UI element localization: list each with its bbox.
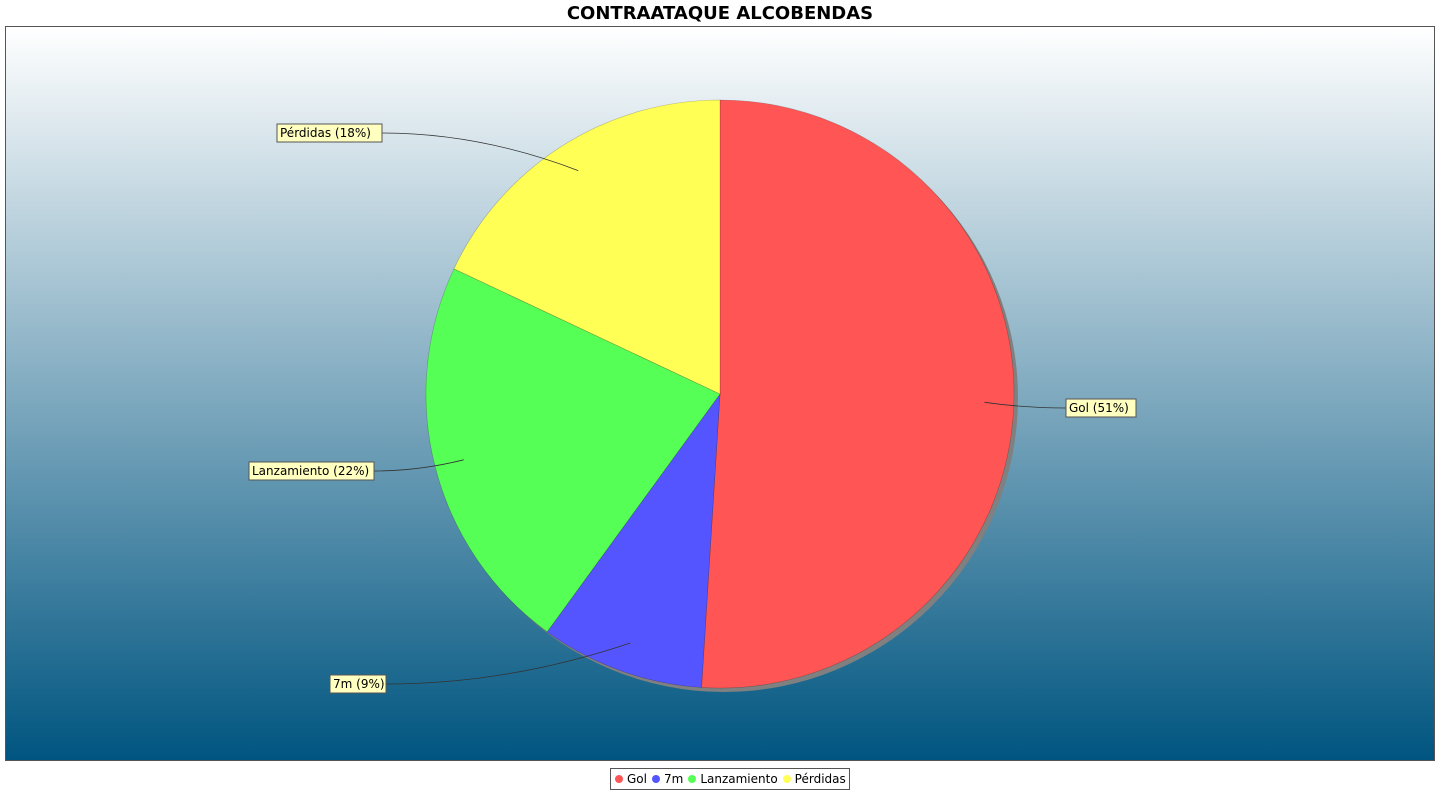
legend-item: Gol <box>615 772 647 786</box>
legend-label: Pérdidas <box>794 772 846 786</box>
legend-swatch-icon <box>651 775 660 783</box>
pie-slices <box>425 99 1018 692</box>
pie-label-box <box>276 123 383 143</box>
legend-item: Lanzamiento <box>688 772 778 786</box>
pie-label-leader-line <box>984 401 1067 409</box>
legend-swatch-icon <box>782 775 791 783</box>
pie-label-leader-line <box>381 132 579 171</box>
pie-label-text: Lanzamiento (22%) <box>252 464 369 478</box>
chart-title: CONTRAATAQUE ALCOBENDAS <box>566 3 874 24</box>
pie-label-text: Gol (51%) <box>1069 401 1129 415</box>
pie-slice-7m <box>546 392 721 688</box>
legend-label: Gol <box>627 772 647 786</box>
pie-label-box <box>248 461 375 481</box>
legend-label: Lanzamiento <box>700 772 778 786</box>
pie-slice-p-rdidas <box>453 99 721 395</box>
pie-labels: Gol (51%) 7m (9%) Lanzamiento (22%) Pérdida… <box>248 123 1137 694</box>
pie-label-box <box>1065 398 1137 418</box>
legend-swatch-icon <box>688 775 697 783</box>
pie-label-leader-line <box>385 642 631 685</box>
legend-item: 7m <box>651 772 684 786</box>
legend-swatch-icon <box>615 775 623 783</box>
pie-label-text: 7m (9%) <box>333 677 385 691</box>
pie-label-box <box>329 674 387 694</box>
legend: Gol 7m Lanzamiento Pérdidas <box>610 768 850 790</box>
legend-item: Pérdidas <box>782 772 846 786</box>
pie-slice-gol <box>701 99 1015 689</box>
plot-area-frame <box>5 26 1435 761</box>
pie-label-text: Pérdidas (18%) <box>280 126 371 140</box>
pie-slice-lanzamiento <box>425 268 721 633</box>
legend-label: 7m <box>663 772 684 786</box>
pie-label-leader-line <box>373 459 464 472</box>
